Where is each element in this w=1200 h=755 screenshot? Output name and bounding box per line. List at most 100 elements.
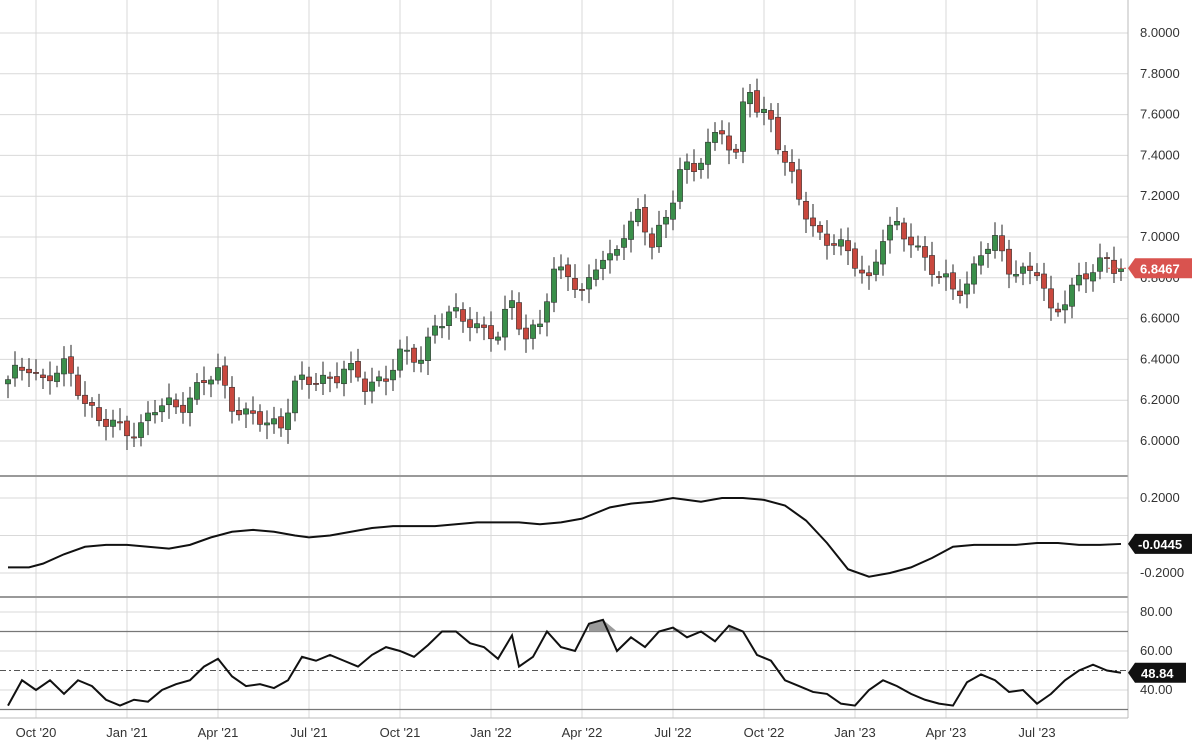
candle-body [257, 411, 263, 425]
price-y-tick-label: 7.8000 [1140, 66, 1180, 81]
oscillator-value-label: -0.0445 [1138, 537, 1182, 552]
candle-body [159, 405, 165, 413]
x-axis-tick-label: Oct '20 [16, 725, 57, 740]
candle-body [320, 374, 326, 384]
candle-body [61, 358, 67, 375]
price-y-tick-label: 7.0000 [1140, 229, 1180, 244]
candle-body [180, 404, 186, 413]
candle-body [1104, 257, 1110, 259]
candle-body [663, 216, 669, 225]
candle-body [264, 422, 270, 426]
candle-body [474, 323, 480, 329]
candle-body [887, 224, 893, 241]
candle-body [54, 372, 60, 382]
rsi-y-tick-label: 40.00 [1140, 682, 1173, 697]
candle-body [376, 376, 382, 382]
candle-body [537, 323, 543, 327]
x-axis-tick-label: Jul '22 [654, 725, 691, 740]
candle-body [96, 407, 102, 421]
candle-body [446, 311, 452, 326]
candle-body [698, 162, 704, 170]
candle-body [642, 207, 648, 233]
candle-body [460, 309, 466, 322]
candle-body [985, 248, 991, 254]
candle-body [600, 259, 606, 269]
x-axis-tick-label: Oct '22 [744, 725, 785, 740]
price-y-tick-label: 7.2000 [1140, 188, 1180, 203]
candle-body [271, 418, 277, 425]
candle-body [999, 235, 1005, 252]
candle-body [208, 379, 214, 385]
candle-body [1097, 257, 1103, 272]
candle-body [705, 141, 711, 165]
candle-body [1083, 273, 1089, 280]
candle-body [362, 378, 368, 392]
candle-body [243, 408, 249, 415]
rsi-overbought-fill [673, 627, 701, 632]
candle-body [299, 374, 305, 380]
candle-body [47, 375, 53, 382]
candle-body [355, 361, 361, 378]
last-price-label: 6.8467 [1140, 261, 1180, 276]
candle-body [971, 263, 977, 285]
candle-body [1090, 272, 1096, 282]
candle-body [607, 253, 613, 261]
candle-body [810, 217, 816, 227]
candle-body [327, 376, 333, 379]
candle-body [530, 324, 536, 339]
rsi-overbought-fill [729, 625, 757, 632]
candle-body [908, 236, 914, 246]
candle-body [425, 336, 431, 361]
candle-body [467, 319, 473, 328]
candle-body [194, 382, 200, 400]
candle-body [439, 326, 445, 329]
candle-body [817, 225, 823, 233]
candle-body [579, 289, 585, 291]
candle-body [929, 255, 935, 275]
candle-body [75, 374, 81, 396]
x-axis-tick-label: Apr '22 [562, 725, 603, 740]
candle-body [796, 169, 802, 200]
candle-body [838, 239, 844, 247]
candle-body [621, 238, 627, 248]
candle-body [677, 169, 683, 202]
price-y-tick-label: 7.4000 [1140, 147, 1180, 162]
candle-body [936, 276, 942, 278]
candle-body [201, 380, 207, 383]
candle-body [1069, 284, 1075, 307]
candle-body [418, 359, 424, 364]
candle-body [5, 379, 11, 385]
candle-body [915, 245, 921, 248]
candle-body [572, 278, 578, 290]
candle-body [614, 249, 620, 256]
candle-body [397, 348, 403, 371]
candle-body [992, 235, 998, 251]
candle-body [873, 261, 879, 275]
candle-body [124, 420, 130, 437]
candle-body [1055, 308, 1061, 313]
oscillator-y-tick-label: -0.2000 [1140, 565, 1184, 580]
oscillator-line [8, 496, 1122, 578]
candle-body [852, 248, 858, 269]
candle-body [334, 376, 340, 384]
oscillator-y-tick-label: 0.2000 [1140, 490, 1180, 505]
oscillator-value-badge [1128, 533, 1192, 554]
candle-body [509, 300, 515, 308]
x-axis-tick-label: Oct '21 [380, 725, 421, 740]
candle-body [292, 380, 298, 414]
candle-body [187, 397, 193, 413]
price-y-tick-label: 6.6000 [1140, 311, 1180, 326]
x-axis-tick-label: Jan '23 [834, 725, 876, 740]
candle-body [369, 381, 375, 392]
candle-body [411, 347, 417, 363]
candle-body [656, 224, 662, 248]
rsi-y-tick-label: 80.00 [1140, 604, 1173, 619]
candle-body [691, 163, 697, 172]
candle-body [754, 90, 760, 113]
candle-body [1013, 273, 1019, 277]
rsi-value-label: 48.84 [1141, 666, 1174, 681]
candle-body [740, 101, 746, 152]
candle-body [747, 92, 753, 105]
candle-body [348, 363, 354, 371]
candle-body [831, 243, 837, 246]
